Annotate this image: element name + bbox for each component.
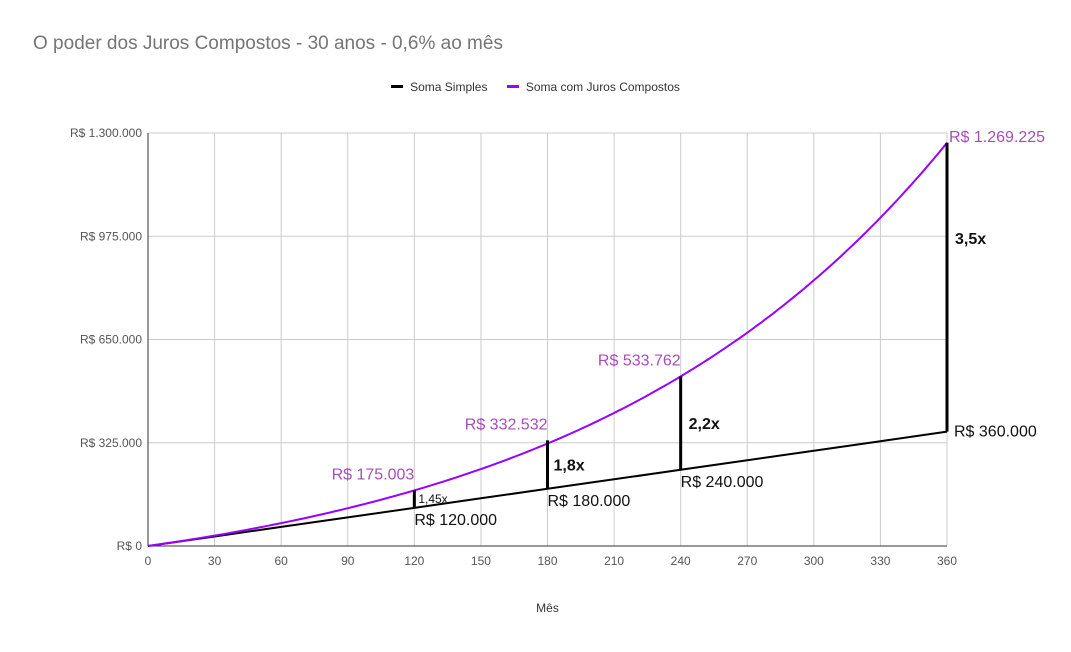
- y-tick-label: R$ 975.000: [80, 229, 142, 243]
- y-tick-label: R$ 0: [117, 539, 143, 553]
- legend-item-simple[interactable]: Soma Simples: [391, 80, 487, 94]
- y-tick-label: R$ 1.300.000: [70, 126, 142, 140]
- legend-swatch-simple: [391, 85, 404, 88]
- x-tick-label: 360: [937, 554, 957, 568]
- compound-value-label: R$ 175.003: [332, 466, 415, 483]
- legend-item-compound[interactable]: Soma com Juros Compostos: [506, 79, 680, 94]
- x-axis-title: Mês: [536, 601, 559, 615]
- ratio-label: 3,5x: [955, 231, 986, 248]
- annotations: 1,45x 1,8x 2,2x 3,5x R$ 175.003 R$ 332.532 R$ …: [332, 129, 1046, 529]
- compound-value-label: R$ 1.269.225: [949, 129, 1045, 146]
- x-tick-label: 30: [208, 554, 222, 568]
- legend-label-compound: Soma com Juros Compostos: [525, 79, 680, 94]
- x-tick-label: 120: [404, 554, 424, 568]
- y-tick-label: R$ 325.000: [80, 436, 142, 450]
- x-tick-label: 300: [804, 554, 824, 568]
- x-tick-label: 240: [671, 554, 691, 568]
- ratio-label: 2,2x: [689, 416, 720, 433]
- compound-value-label: R$ 332.532: [465, 416, 548, 433]
- legend-label-simple: Soma Simples: [410, 79, 488, 94]
- x-tick-label: 180: [537, 554, 557, 568]
- legend-swatch-compound: [506, 85, 519, 88]
- x-tick-label: 270: [737, 554, 757, 568]
- compound-value-label: R$ 533.762: [598, 352, 681, 369]
- ratio-label: 1,8x: [554, 458, 585, 475]
- y-tick-label: R$ 650.000: [80, 333, 142, 347]
- simple-value-label: R$ 360.000: [954, 424, 1037, 441]
- simple-value-label: R$ 120.000: [414, 512, 497, 529]
- simple-value-label: R$ 240.000: [681, 474, 764, 491]
- axes: 0 30 60 90 120 150 180 210 240 270 300 330 360 R$ 0 R$…: [70, 126, 957, 568]
- x-tick-label: 60: [274, 554, 288, 568]
- x-tick-label: 0: [145, 554, 152, 568]
- ratio-label: 1,45x: [418, 492, 447, 506]
- legend: Soma Simples Soma com Juros Compostos: [0, 77, 1071, 94]
- x-tick-label: 210: [604, 554, 624, 568]
- simple-value-label: R$ 180.000: [548, 493, 631, 510]
- x-tick-label: 330: [870, 554, 890, 568]
- x-tick-label: 150: [471, 554, 491, 568]
- x-tick-label: 90: [341, 554, 355, 568]
- chart-title: O poder dos Juros Compostos - 30 anos - …: [33, 33, 503, 54]
